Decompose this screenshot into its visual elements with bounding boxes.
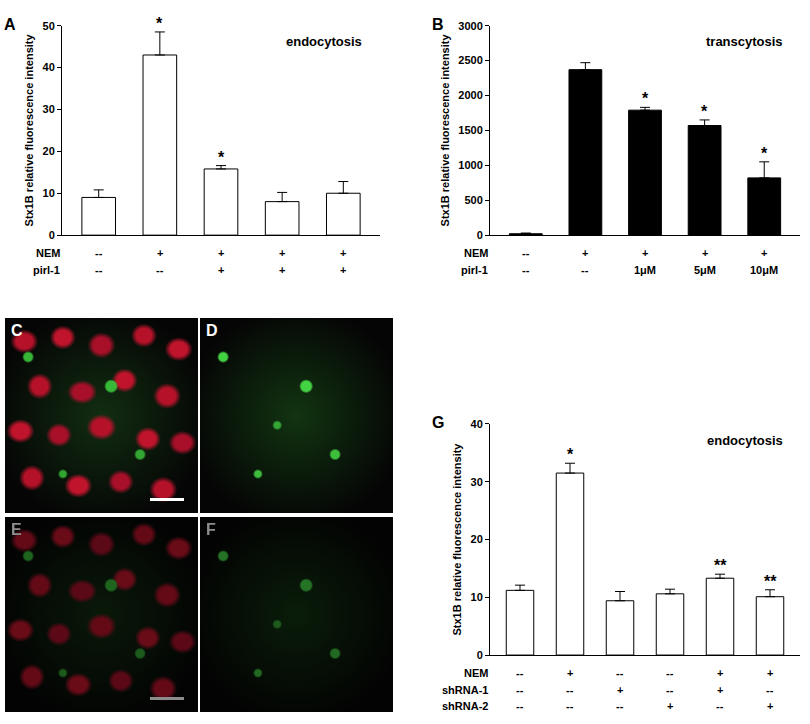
svg-text:--: -- <box>666 684 674 696</box>
svg-text:20: 20 <box>471 533 483 545</box>
svg-text:pirl-1: pirl-1 <box>461 264 488 276</box>
svg-text:30: 30 <box>471 476 483 488</box>
svg-text:+: + <box>279 264 285 276</box>
svg-text:--: -- <box>95 264 103 276</box>
svg-text:*: * <box>567 446 574 463</box>
svg-text:+: + <box>767 667 773 679</box>
svg-text:1μM: 1μM <box>634 264 656 276</box>
svg-text:--: -- <box>716 700 724 712</box>
html-text:C: C <box>11 322 23 339</box>
html-text:D: D <box>206 322 218 339</box>
svg-text:A: A <box>4 16 16 33</box>
svg-text:NEM: NEM <box>464 667 488 679</box>
svg-text:3000: 3000 <box>458 20 482 32</box>
svg-text:--: -- <box>581 264 589 276</box>
svg-text:+: + <box>702 247 708 259</box>
svg-text:+: + <box>218 264 224 276</box>
svg-text:*: * <box>701 103 708 120</box>
svg-text:*: * <box>642 90 649 107</box>
svg-text:--: -- <box>566 700 574 712</box>
svg-text:+: + <box>761 247 767 259</box>
svg-text:+: + <box>567 667 573 679</box>
svg-text:Stx1B relative fluorescence in: Stx1B relative fluorescence intensity <box>451 443 463 636</box>
svg-text:**: ** <box>764 573 777 590</box>
svg-text:50: 50 <box>43 20 55 32</box>
svg-text:--: -- <box>95 247 103 259</box>
svg-text:+: + <box>157 247 163 259</box>
svg-text:--: -- <box>522 264 530 276</box>
svg-text:transcytosis: transcytosis <box>706 34 783 49</box>
svg-text:10: 10 <box>43 187 55 199</box>
svg-text:20: 20 <box>43 145 55 157</box>
svg-text:*: * <box>761 145 768 162</box>
svg-text:30: 30 <box>43 103 55 115</box>
svg-text:1000: 1000 <box>458 159 482 171</box>
svg-text:endocytosis: endocytosis <box>286 34 362 49</box>
svg-text:+: + <box>582 247 588 259</box>
svg-text:shRNA-1: shRNA-1 <box>442 684 488 696</box>
svg-text:0: 0 <box>477 649 483 661</box>
html-text:E: E <box>11 521 22 538</box>
svg-text:--: -- <box>666 667 674 679</box>
svg-text:10: 10 <box>471 591 483 603</box>
svg-text:--: -- <box>156 264 164 276</box>
svg-text:**: ** <box>714 557 727 574</box>
html-text:F: F <box>206 521 216 538</box>
svg-text:*: * <box>218 149 225 166</box>
svg-text:10μM: 10μM <box>750 264 778 276</box>
svg-text:+: + <box>667 700 673 712</box>
svg-text:--: -- <box>616 700 624 712</box>
svg-text:NEM: NEM <box>464 247 488 259</box>
svg-text:Stx1B relative fluorescence in: Stx1B relative fluorescence intensity <box>23 34 35 227</box>
svg-text:--: -- <box>516 684 524 696</box>
svg-text:+: + <box>279 247 285 259</box>
svg-text:+: + <box>767 700 773 712</box>
svg-text:shRNA-2: shRNA-2 <box>442 700 488 712</box>
svg-text:+: + <box>717 667 723 679</box>
svg-text:2500: 2500 <box>458 54 482 66</box>
svg-text:+: + <box>642 247 648 259</box>
svg-text:--: -- <box>766 684 774 696</box>
svg-text:*: * <box>156 15 163 32</box>
svg-text:0: 0 <box>49 229 55 241</box>
svg-text:+: + <box>340 264 346 276</box>
svg-text:endocytosis: endocytosis <box>707 433 783 448</box>
svg-text:--: -- <box>522 247 530 259</box>
svg-text:pirl-1: pirl-1 <box>33 264 60 276</box>
svg-text:0: 0 <box>477 229 483 241</box>
svg-text:B: B <box>432 16 444 33</box>
svg-text:500: 500 <box>464 194 482 206</box>
svg-text:40: 40 <box>471 418 483 430</box>
svg-text:2000: 2000 <box>458 89 482 101</box>
svg-text:Stx1B relative fluorescence in: Stx1B relative fluorescence intensity <box>439 34 451 227</box>
svg-text:G: G <box>432 414 444 431</box>
svg-text:--: -- <box>566 684 574 696</box>
svg-text:+: + <box>617 684 623 696</box>
svg-text:NEM: NEM <box>36 247 60 259</box>
svg-text:--: -- <box>516 667 524 679</box>
svg-text:1500: 1500 <box>458 124 482 136</box>
svg-text:40: 40 <box>43 61 55 73</box>
svg-text:+: + <box>218 247 224 259</box>
svg-text:+: + <box>340 247 346 259</box>
svg-text:+: + <box>717 684 723 696</box>
svg-text:5μM: 5μM <box>694 264 716 276</box>
svg-text:--: -- <box>516 700 524 712</box>
svg-text:--: -- <box>616 667 624 679</box>
